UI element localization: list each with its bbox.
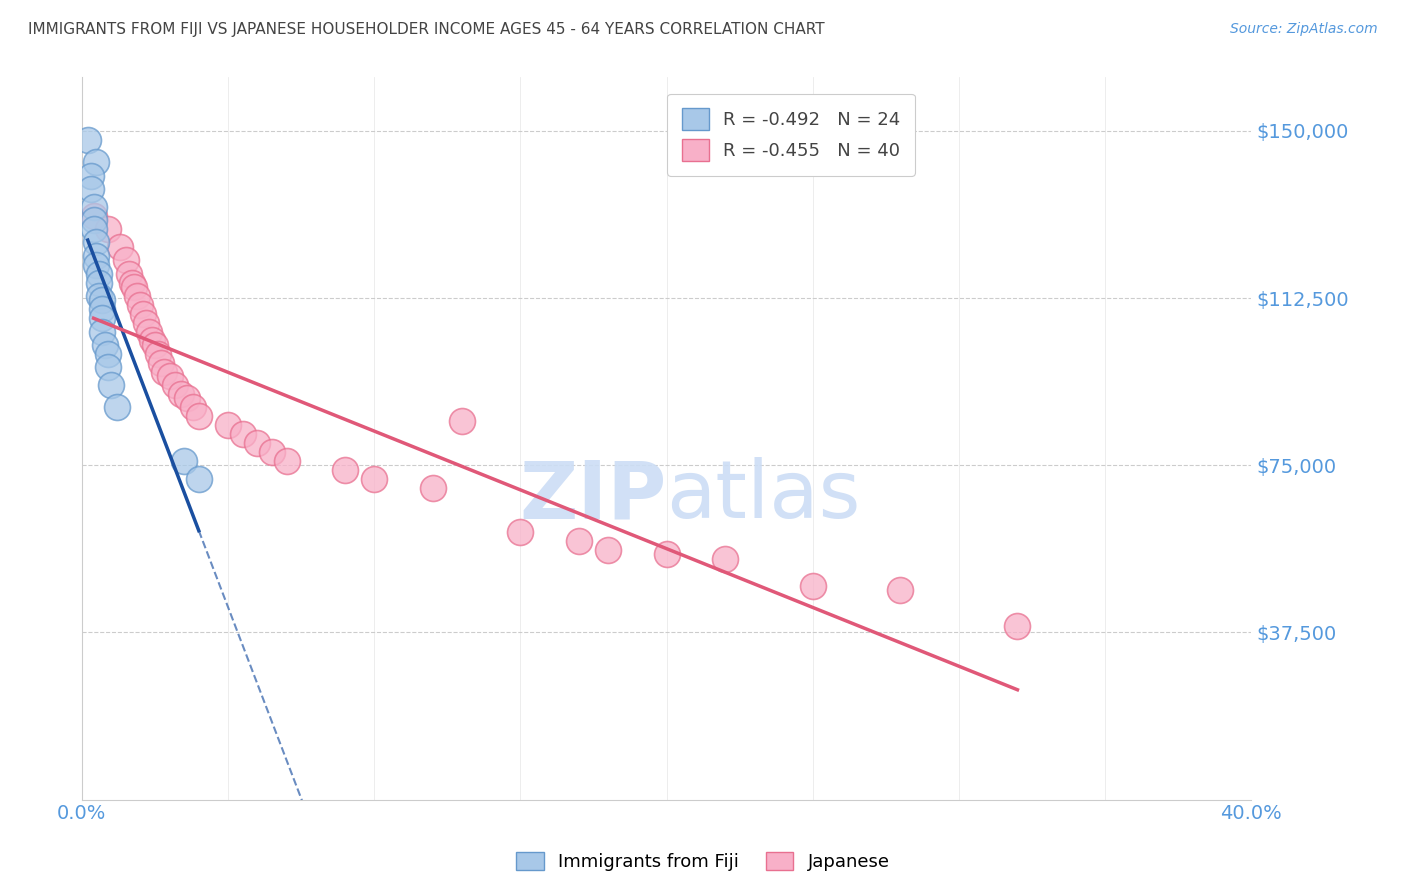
Point [86,235,108,250]
Point [117,267,139,281]
Point [91,325,114,339]
Legend: Immigrants from Fiji, Japanese: Immigrants from Fiji, Japanese [509,845,897,879]
Point [114,253,136,268]
Point [100,378,122,392]
Point [246,436,269,450]
Point [97,222,120,236]
Point [170,387,193,401]
Point [97,347,120,361]
Point [79,169,101,183]
Point [91,293,114,308]
Point [86,258,108,272]
Point [86,155,108,169]
Point [509,525,531,540]
Point [83,222,105,236]
Text: IMMIGRANTS FROM FIJI VS JAPANESE HOUSEHOLDER INCOME AGES 45 - 64 YEARS CORRELATI: IMMIGRANTS FROM FIJI VS JAPANESE HOUSEHO… [28,22,825,37]
Point [135,316,157,330]
Point [152,365,174,379]
Point [276,454,298,468]
Point [138,325,160,339]
Point [187,472,209,486]
Point [94,338,117,352]
Text: ZIP: ZIP [519,458,666,535]
Point [451,414,474,428]
Point [105,401,128,415]
Point [598,543,620,558]
Point [260,445,283,459]
Point [79,182,101,196]
Point [76,133,98,147]
Point [91,311,114,326]
Point [89,289,111,303]
Point [149,356,172,370]
Point [173,454,195,468]
Point [132,307,155,321]
Point [129,298,152,312]
Point [97,360,120,375]
Point [83,213,105,227]
Point [655,548,678,562]
Point [187,409,209,424]
Point [143,338,166,352]
Point [801,579,824,593]
Point [333,463,356,477]
Text: atlas: atlas [666,458,860,535]
Text: Source: ZipAtlas.com: Source: ZipAtlas.com [1230,22,1378,37]
Point [363,472,385,486]
Point [89,276,111,290]
Point [232,427,254,442]
Point [422,481,444,495]
Point [91,302,114,317]
Point [714,552,737,566]
Point [146,347,169,361]
Point [124,280,146,294]
Point [86,249,108,263]
Point [217,418,239,433]
Point [141,334,163,348]
Point [1007,619,1029,633]
Point [89,267,111,281]
Point [181,401,204,415]
Point [121,276,143,290]
Legend: R = -0.492   N = 24, R = -0.455   N = 40: R = -0.492 N = 24, R = -0.455 N = 40 [668,94,915,176]
Point [889,583,911,598]
Point [83,200,105,214]
Point [159,369,181,384]
Point [165,378,187,392]
Point [176,392,198,406]
Point [568,534,591,549]
Point [127,289,149,303]
Point [83,209,105,223]
Point [108,240,131,254]
